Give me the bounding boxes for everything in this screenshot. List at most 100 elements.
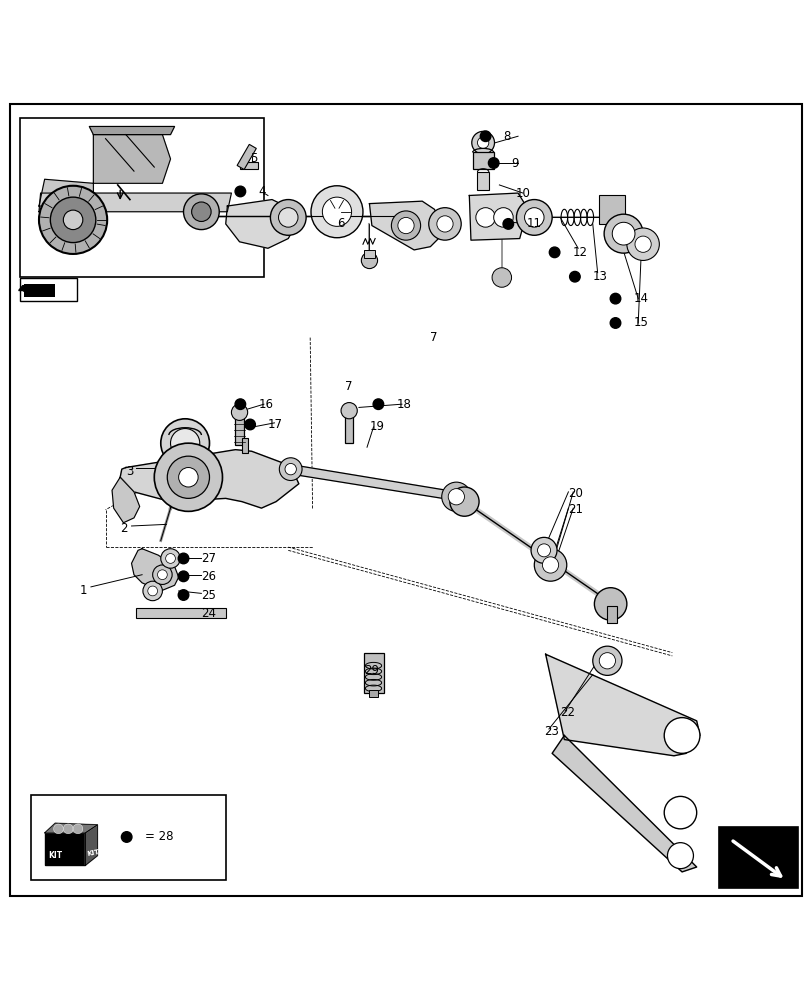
Bar [472,152,493,169]
Circle shape [477,137,488,148]
Circle shape [592,646,621,675]
Text: 11: 11 [526,217,540,230]
Polygon shape [85,825,97,865]
Text: 22: 22 [560,706,574,719]
Text: 4: 4 [258,185,265,198]
Circle shape [73,824,83,834]
Circle shape [178,571,188,582]
Text: 5: 5 [250,152,257,165]
Text: 27: 27 [201,552,216,565]
Polygon shape [131,549,178,591]
Circle shape [610,293,620,304]
Text: 23: 23 [543,725,558,738]
Circle shape [165,554,175,563]
Text: 10: 10 [515,187,530,200]
Circle shape [161,419,209,468]
Polygon shape [19,286,31,295]
Circle shape [270,200,306,235]
Bar [477,172,488,190]
Text: 20: 20 [568,487,582,500]
Circle shape [361,252,377,269]
Bar [718,827,797,888]
Polygon shape [551,735,696,872]
Circle shape [502,219,513,229]
Circle shape [436,216,453,232]
Circle shape [372,399,383,409]
Circle shape [594,588,626,620]
Polygon shape [89,126,174,135]
Text: 21: 21 [568,503,582,516]
Bar [242,438,248,453]
Bar [240,162,258,169]
Text: 8: 8 [503,130,510,143]
Circle shape [603,214,642,253]
Polygon shape [112,477,139,523]
Circle shape [235,186,245,197]
Circle shape [122,832,131,842]
Circle shape [178,590,188,600]
Text: 15: 15 [633,316,647,329]
Text: 24: 24 [201,607,216,620]
Circle shape [548,247,559,258]
Text: 26: 26 [201,570,216,583]
Polygon shape [284,463,462,502]
Circle shape [231,404,247,420]
Text: 9: 9 [511,157,518,170]
Bar [24,284,55,297]
Circle shape [448,489,464,505]
Circle shape [663,796,696,829]
Circle shape [178,553,188,564]
Bar [363,653,384,693]
Text: 6: 6 [337,217,344,230]
Circle shape [634,236,650,252]
Circle shape [667,843,693,869]
Bar [363,250,375,258]
Circle shape [154,443,222,511]
Polygon shape [93,135,170,183]
Circle shape [493,208,513,227]
Text: 25: 25 [201,589,216,602]
Circle shape [235,399,245,409]
Circle shape [285,463,296,475]
Circle shape [322,197,351,226]
Text: 1: 1 [79,584,87,597]
Circle shape [63,210,83,230]
Circle shape [534,549,566,581]
Polygon shape [545,654,699,756]
Text: 17: 17 [268,418,282,431]
Circle shape [471,131,494,154]
Circle shape [537,544,550,557]
Circle shape [397,217,414,234]
Circle shape [39,186,107,254]
Polygon shape [469,193,526,240]
Bar [345,412,353,443]
Text: 7: 7 [430,331,437,344]
Text: = 28: = 28 [144,830,173,843]
Bar [235,414,243,445]
Bar [607,606,616,623]
Text: KIT: KIT [87,849,101,857]
Text: 12: 12 [572,246,586,259]
Circle shape [441,482,470,511]
Circle shape [611,222,634,245]
Circle shape [487,158,499,168]
Circle shape [530,537,556,563]
Circle shape [391,211,420,240]
Circle shape [167,456,209,498]
Circle shape [524,208,543,227]
Text: 16: 16 [258,398,272,411]
Polygon shape [45,823,97,833]
Circle shape [610,318,620,328]
Circle shape [178,468,198,487]
Circle shape [516,200,551,235]
Circle shape [569,271,579,282]
Bar [599,195,624,224]
Circle shape [245,419,255,430]
Text: 3: 3 [126,465,133,478]
Polygon shape [39,179,93,206]
Text: 14: 14 [633,292,647,305]
Bar [136,608,225,618]
Circle shape [599,653,615,669]
Circle shape [475,208,495,227]
Circle shape [542,557,558,573]
